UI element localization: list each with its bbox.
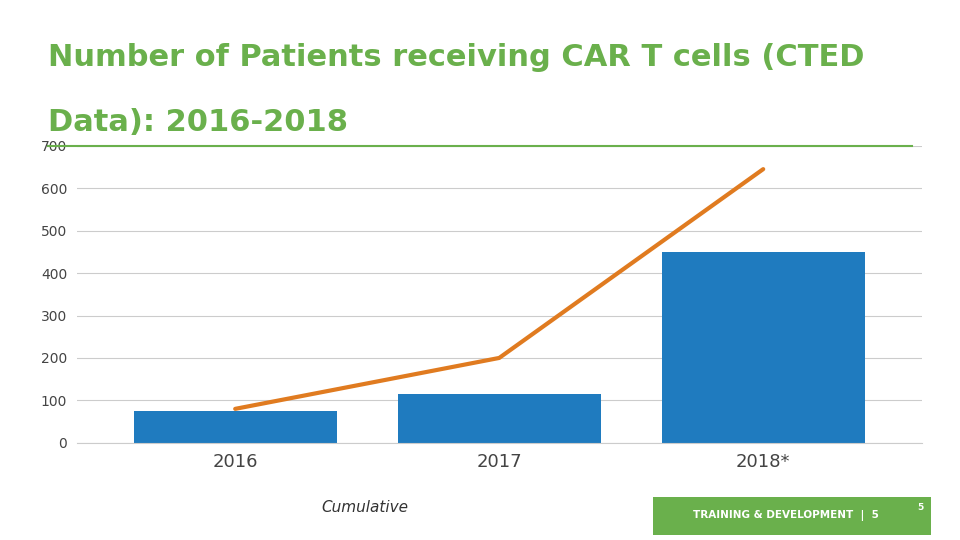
- Text: Number of Patients receiving CAR T cells (CTED: Number of Patients receiving CAR T cells…: [48, 43, 865, 72]
- Text: 5: 5: [917, 503, 924, 512]
- Text: Cumulative: Cumulative: [322, 500, 408, 515]
- Text: Data): 2016-2018: Data): 2016-2018: [48, 108, 348, 137]
- Text: TRAINING & DEVELOPMENT  |  5: TRAINING & DEVELOPMENT | 5: [693, 510, 879, 521]
- Bar: [661, 252, 865, 443]
- Bar: [397, 394, 601, 443]
- Bar: [133, 411, 337, 443]
